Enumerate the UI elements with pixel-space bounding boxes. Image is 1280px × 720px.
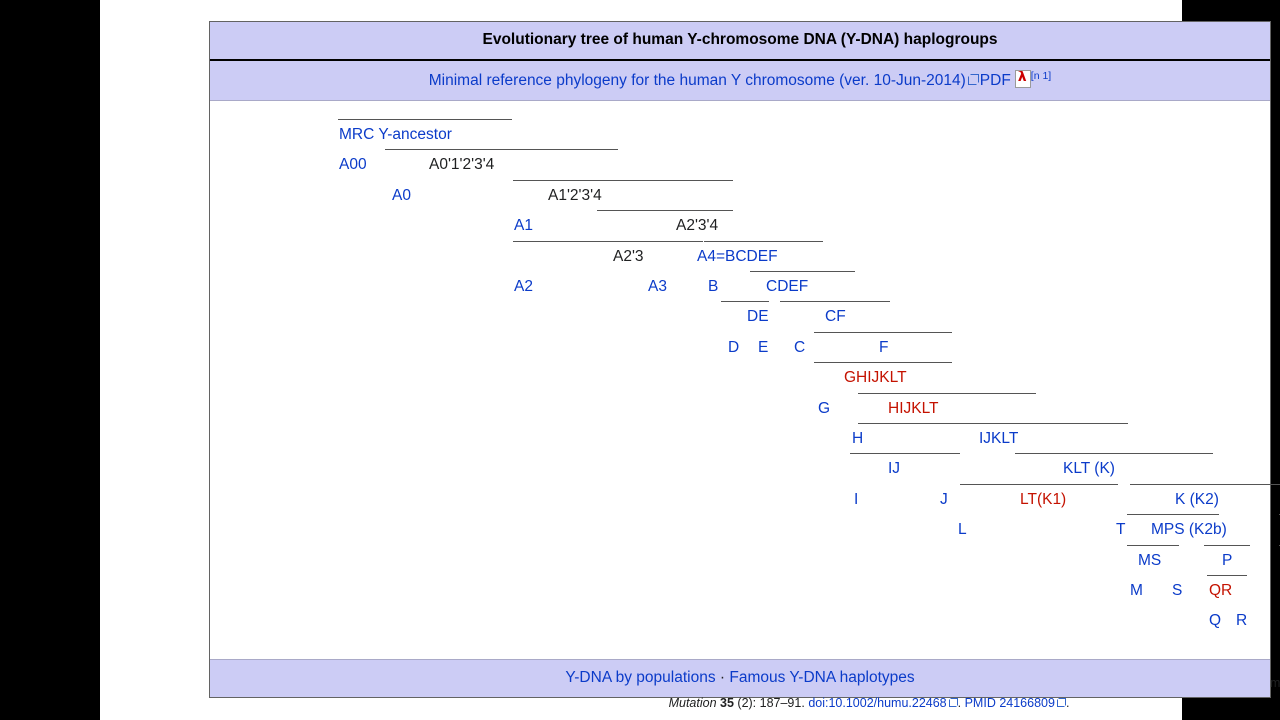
haplogroup-node-b[interactable]: B <box>708 278 719 295</box>
tree-connector-line <box>1015 453 1213 455</box>
haplogroup-node-q[interactable]: Q <box>1209 612 1222 630</box>
tree-connector-line <box>960 483 1118 485</box>
pdf-file-icon <box>1014 69 1031 88</box>
tree-connector-line <box>721 301 769 303</box>
haplogroup-node-mrc-y-ancestor[interactable]: MRC Y-ancestor <box>339 126 452 143</box>
subtitle-text: Minimal reference phylogeny for the huma… <box>428 71 966 89</box>
tree-connector-line <box>385 149 618 151</box>
haplogroup-node-a1[interactable]: A1 <box>514 217 533 235</box>
navbox-title: Evolutionary tree of human Y-chromosome … <box>210 22 1270 61</box>
tree-connector-line <box>858 392 1036 394</box>
external-link-icon <box>967 73 979 85</box>
haplogroup-node-a0[interactable]: A0 <box>392 186 411 204</box>
doi-period: . <box>957 696 962 710</box>
reference-pmid-link[interactable]: PMID 24166809 <box>964 696 1055 710</box>
haplogroup-node-mps-k2b[interactable]: MPS (K2b) <box>1151 521 1227 539</box>
haplogroup-node-t[interactable]: T <box>1116 521 1126 539</box>
haplogroup-node-d[interactable]: D <box>728 338 740 356</box>
subtitle-link[interactable]: Minimal reference phylogeny for the huma… <box>429 72 966 89</box>
tree-connector-line <box>1204 544 1250 546</box>
haplogroup-node-a2-3[interactable]: A2'3 <box>613 247 644 265</box>
haplogroup-node-a2-3-4[interactable]: A2'3'4 <box>676 217 719 235</box>
tree-connector-line <box>1127 544 1179 546</box>
haplogroup-node-hijklt[interactable]: HIJKLT <box>888 399 939 417</box>
tree-connector-line <box>1130 483 1280 485</box>
haplogroup-node-j[interactable]: J <box>940 490 948 508</box>
tree-connector-line <box>597 210 733 212</box>
pdf-link[interactable]: PDF <box>979 71 1011 89</box>
haplogroup-node-i[interactable]: I <box>854 490 859 508</box>
tree-connector-line <box>750 271 855 272</box>
haplogroup-node-ms[interactable]: MS <box>1138 551 1162 569</box>
haplogroup-node-m[interactable]: M <box>1130 582 1143 599</box>
tree-connector-line <box>780 301 890 303</box>
navbox-footer: Y-DNA by populations · Famous Y-DNA hapl… <box>210 659 1270 697</box>
haplogroup-node-de[interactable]: DE <box>747 308 769 326</box>
haplogroup-node-f[interactable]: F <box>879 338 889 356</box>
tree-connector-line <box>814 362 952 364</box>
tree-connector-line <box>513 240 703 242</box>
reference-volume: 35 <box>720 696 734 710</box>
external-link-icon-doi <box>948 698 958 707</box>
tree-connector-line <box>1127 514 1219 516</box>
tree-connector-line <box>858 423 1128 424</box>
footnote-ref-n1[interactable]: [n 1] <box>1030 69 1052 82</box>
footer-link-populations[interactable]: Y-DNA by populations <box>565 669 716 687</box>
page-canvas: Evolutionary tree of human Y-chromosome … <box>100 0 1280 720</box>
tree-connector-line <box>850 453 960 455</box>
haplogroup-node-s[interactable]: S <box>1172 582 1183 599</box>
footer-separator: · <box>719 669 726 687</box>
tree-connector-line <box>814 331 952 333</box>
ydna-navbox: Evolutionary tree of human Y-chromosome … <box>209 21 1280 710</box>
tree-connector-line <box>1207 575 1247 576</box>
reference-doi-link[interactable]: doi:10.1002/humu.22468 <box>808 696 947 710</box>
reference-journal: Human Mutation <box>668 696 717 710</box>
tree-connector-line <box>704 240 823 242</box>
navbox-subtitle: Minimal reference phylogeny for the huma… <box>210 60 1270 101</box>
haplogroup-node-a0-1-2-3-4[interactable]: A0'1'2'3'4 <box>429 156 495 174</box>
haplogroup-node-l[interactable]: L <box>958 521 967 539</box>
haplogroup-node-cdef[interactable]: CDEF <box>766 278 809 295</box>
haplogroup-tree: MRC Y-ancestor A00 A0'1'2'3'4 A0 A1'2'3'4 A1 A… <box>210 119 1280 630</box>
haplogroup-node-qr[interactable]: QR <box>1209 582 1233 599</box>
pmid-period: . <box>1065 696 1070 710</box>
haplogroup-node-k-k2[interactable]: K (K2) <box>1175 490 1219 508</box>
haplogroup-node-cf[interactable]: CF <box>825 308 846 326</box>
footer-link-haplotypes[interactable]: Famous Y-DNA haplotypes <box>729 669 915 687</box>
haplogroup-node-p[interactable]: P <box>1222 551 1233 569</box>
haplogroup-node-klt-k[interactable]: KLT (K) <box>1063 460 1115 478</box>
haplogroup-node-ijklt[interactable]: IJKLT <box>979 430 1019 447</box>
haplogroup-node-lt-k1[interactable]: LT(K1) <box>1020 490 1067 508</box>
external-link-icon-pmid <box>1056 698 1066 707</box>
haplogroup-node-a3[interactable]: A3 <box>648 278 667 295</box>
haplogroup-node-e[interactable]: E <box>758 338 769 356</box>
haplogroup-node-h[interactable]: H <box>852 430 864 447</box>
reference-issue-pages: (2): 187–91. <box>737 696 805 710</box>
haplogroup-node-g[interactable]: G <box>818 399 831 417</box>
haplogroup-node-ghijklt[interactable]: GHIJKLT <box>844 369 907 387</box>
haplogroup-node-a4-bcdef[interactable]: A4=BCDEF <box>697 247 778 265</box>
haplogroup-node-a1-2-3-4[interactable]: A1'2'3'4 <box>548 186 602 204</box>
haplogroup-node-a00[interactable]: A00 <box>339 156 367 174</box>
tree-connector-line <box>513 179 733 181</box>
haplogroup-node-ij[interactable]: IJ <box>888 460 901 478</box>
haplogroup-node-r[interactable]: R <box>1236 612 1248 630</box>
haplogroup-node-c[interactable]: C <box>794 338 806 356</box>
tree-connector-line <box>338 119 512 120</box>
haplogroup-node-a2[interactable]: A2 <box>514 278 533 295</box>
